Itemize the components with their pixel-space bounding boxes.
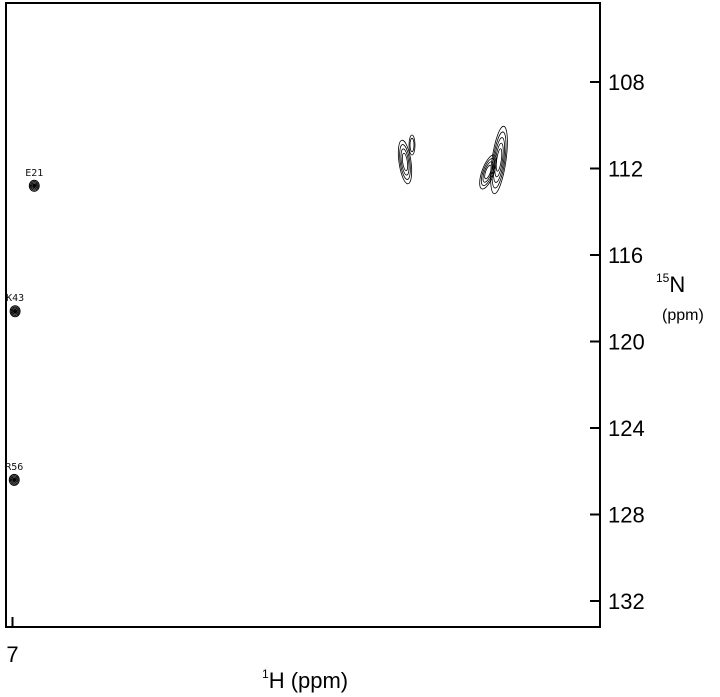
artifact-contour (484, 164, 492, 180)
artifact-contour (400, 148, 410, 176)
peak-contour (29, 181, 39, 191)
peak-contour (10, 306, 20, 317)
peak-contour (28, 179, 40, 192)
x-tick-label: 7 (6, 642, 18, 667)
peak-contour (11, 307, 19, 315)
x-axis-title-text: H (ppm) (269, 668, 348, 693)
artifact-contour (397, 139, 413, 185)
peak-label: R56 (5, 462, 23, 473)
plot-frame (5, 2, 601, 628)
y-axis-title-superscript: 15 (656, 271, 670, 285)
y-tick-label: 116 (608, 243, 643, 268)
y-tick-label: 108 (608, 70, 645, 95)
artifact-contour (408, 134, 416, 156)
artifact-contour (491, 131, 507, 189)
artifact-contour (494, 142, 504, 178)
artifact-contour (409, 137, 415, 153)
peak-label: E21 (25, 168, 43, 179)
artifact-contour (493, 137, 505, 183)
peak-contour (32, 183, 37, 189)
y-tick-label: 132 (608, 589, 645, 614)
peak-contour (12, 308, 18, 314)
peak-contour (8, 473, 20, 486)
x-axis-title-superscript: 1 (262, 667, 269, 681)
x-axis-title: 1H (ppm) (262, 667, 348, 693)
peak-markers (8, 179, 40, 486)
artifact-contour (490, 125, 508, 195)
x-axis-ticks: 10987 (6, 617, 19, 667)
y-axis-title-text: N (669, 272, 685, 297)
y-axis-ticks: 108 112 116 120 124 128 132 (590, 70, 645, 614)
peak-labels: G96G42G24G74G31G51C78V59G62E21G47I81Q76D… (5, 168, 43, 473)
y-tick-label: 112 (608, 157, 643, 182)
y-tick-label: 128 (608, 503, 645, 528)
peak-contour (10, 476, 18, 484)
y-axis-title: 15N (656, 271, 685, 297)
artifact-contour (482, 161, 494, 183)
peak-contour (12, 477, 17, 483)
y-axis-unit: (ppm) (662, 307, 704, 324)
peak-contour (9, 305, 21, 318)
spectral-artifacts (397, 125, 508, 195)
artifact-contour (401, 152, 409, 172)
peak-contour (9, 475, 19, 485)
peak-contour (31, 182, 38, 190)
artifact-contour (399, 144, 411, 180)
artifact-contour (479, 154, 497, 190)
artifact-contour (480, 157, 496, 187)
peak-label: K43 (6, 293, 24, 304)
y-tick-label: 120 (608, 330, 645, 355)
y-tick-label: 124 (608, 416, 645, 441)
